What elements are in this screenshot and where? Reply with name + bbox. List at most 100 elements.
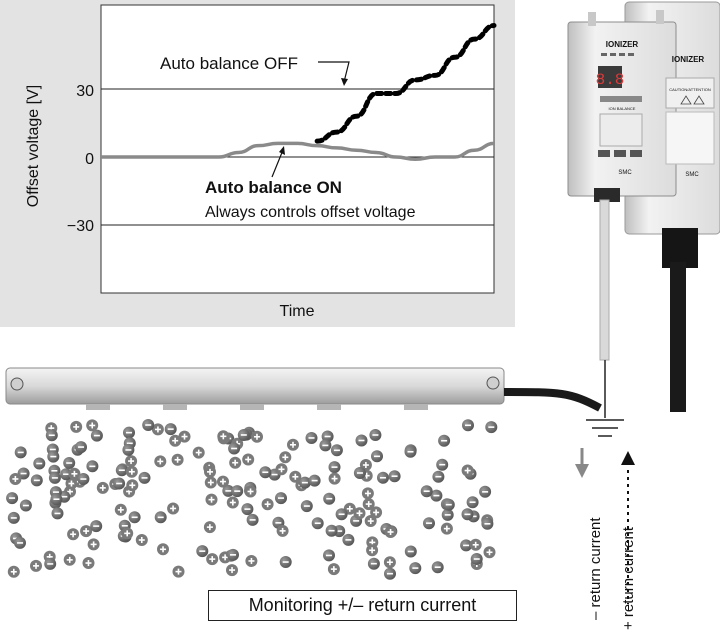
negative-ion xyxy=(30,474,43,487)
negative-ion xyxy=(485,421,498,434)
negative-ion xyxy=(431,561,444,574)
negative-ion xyxy=(33,457,46,470)
negative-ion xyxy=(369,429,382,441)
negative-ion xyxy=(51,507,64,520)
plus-current-arrow-head xyxy=(621,451,635,465)
negative-ion xyxy=(323,492,336,505)
positive-ion xyxy=(261,498,274,511)
positive-ion xyxy=(30,559,42,572)
negative-ion xyxy=(113,477,126,490)
positive-ion xyxy=(364,515,377,527)
device-balance-label: ION BALANCE xyxy=(609,106,636,111)
positive-ion xyxy=(362,498,375,511)
positive-ion xyxy=(67,528,80,541)
positive-ion xyxy=(226,564,238,577)
minus-current-arrow-head xyxy=(575,464,589,478)
negative-ion xyxy=(259,466,272,479)
negative-ion xyxy=(430,489,443,502)
negative-ion xyxy=(328,461,341,474)
positive-ion xyxy=(172,565,185,578)
positive-ion xyxy=(82,557,95,569)
positive-ion xyxy=(483,546,496,559)
negative-ion xyxy=(479,485,492,498)
y-tick-30: 30 xyxy=(76,83,94,100)
negative-ion xyxy=(77,473,90,485)
negative-ion xyxy=(241,503,254,516)
positive-ion xyxy=(245,555,258,567)
positive-ion xyxy=(327,563,340,576)
positive-ion xyxy=(135,534,148,546)
negative-ion xyxy=(86,460,99,473)
y-tick-0: 0 xyxy=(85,151,94,168)
negative-ion xyxy=(311,517,324,530)
negative-ion xyxy=(123,426,135,439)
positive-ion xyxy=(244,485,257,498)
series-line-1 xyxy=(101,141,495,162)
negative-ion xyxy=(47,450,60,463)
y-axis-label: Offset voltage [V] xyxy=(25,85,42,207)
negative-ion xyxy=(367,557,380,570)
negative-ion xyxy=(325,524,338,537)
positive-ion xyxy=(96,481,109,494)
positive-ion xyxy=(276,524,289,537)
ion-cloud xyxy=(6,419,498,580)
label-auto-balance-on: Auto balance ON xyxy=(205,178,342,197)
negative-ion xyxy=(436,458,449,471)
negative-ion xyxy=(228,442,241,455)
plot-area xyxy=(100,4,495,294)
off-leader-arrow xyxy=(341,78,348,86)
positive-ion xyxy=(7,565,20,578)
negative-ion xyxy=(50,493,63,506)
negative-ion xyxy=(470,553,483,565)
negative-ion xyxy=(122,443,135,456)
negative-ion xyxy=(14,536,26,549)
device-brand-back: IONIZER xyxy=(672,55,705,64)
positive-ion xyxy=(440,522,453,535)
negative-ion xyxy=(481,517,494,530)
negative-ion xyxy=(423,517,435,530)
negative-ion xyxy=(90,520,103,533)
positive-ion xyxy=(9,473,22,485)
positive-ion xyxy=(205,493,218,506)
positive-ion xyxy=(121,527,134,540)
negative-ion xyxy=(164,423,177,436)
positive-ion xyxy=(125,455,138,468)
positive-ion xyxy=(383,556,396,569)
positive-ion xyxy=(328,472,341,485)
negative-ion xyxy=(142,419,155,431)
negative-ion xyxy=(6,492,19,505)
positive-ion xyxy=(157,543,169,556)
ionizer-controller: IONIZER IONIZER 8.8 ION BALANCE SMC CAUT… xyxy=(567,1,720,412)
positive-ion xyxy=(167,502,180,515)
device-logo-front: SMC xyxy=(618,170,632,176)
positive-ion xyxy=(242,453,255,466)
negative-ion xyxy=(377,471,389,484)
series-layer xyxy=(101,23,497,162)
negative-ion xyxy=(196,545,209,558)
negative-ion xyxy=(7,511,20,524)
positive-ion xyxy=(151,423,164,436)
positive-ion xyxy=(229,456,242,469)
positive-ion xyxy=(251,430,263,443)
negative-ion xyxy=(90,429,103,442)
negative-ion xyxy=(353,467,366,479)
negative-ion xyxy=(75,441,87,454)
negative-ion xyxy=(45,429,58,442)
negative-ion xyxy=(231,485,244,498)
negative-ion xyxy=(246,513,259,526)
positive-ion xyxy=(226,496,239,509)
off-leader-line xyxy=(318,61,350,83)
negative-ion xyxy=(298,476,311,489)
negative-ion xyxy=(404,545,417,558)
negative-ion xyxy=(48,471,61,484)
seven-segment-display xyxy=(598,66,622,88)
positive-ion xyxy=(86,419,99,432)
positive-ion xyxy=(178,430,191,443)
negative-ion xyxy=(14,446,27,459)
minus-return-current-label: – return current xyxy=(587,517,604,620)
on-leader-line xyxy=(271,149,284,178)
plus-return-current-label: + return current xyxy=(620,526,637,630)
positive-ion xyxy=(275,463,288,476)
negative-ion xyxy=(335,508,348,521)
